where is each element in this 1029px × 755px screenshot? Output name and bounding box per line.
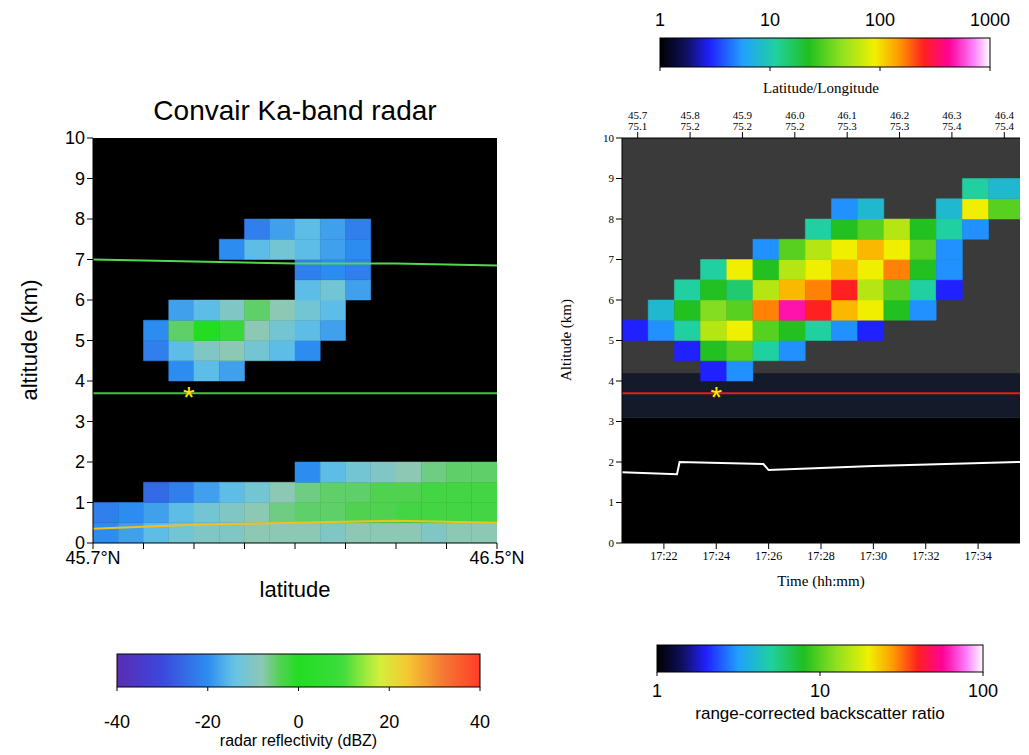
svg-text:45.975.2: 45.975.2 bbox=[733, 109, 753, 132]
svg-text:10: 10 bbox=[65, 128, 85, 148]
svg-text:8: 8 bbox=[75, 209, 85, 229]
svg-text:7: 7 bbox=[75, 250, 85, 270]
svg-text:4: 4 bbox=[75, 371, 85, 391]
svg-text:radar reflectivity (dBZ): radar reflectivity (dBZ) bbox=[220, 732, 377, 749]
html-text:Altitude (km): Altitude (km) bbox=[557, 299, 574, 381]
svg-text:3: 3 bbox=[75, 412, 85, 432]
svg-text:40: 40 bbox=[470, 712, 490, 732]
svg-text:9: 9 bbox=[75, 169, 85, 189]
svg-text:6: 6 bbox=[609, 294, 615, 306]
svg-text:5: 5 bbox=[609, 334, 615, 346]
svg-text:3: 3 bbox=[609, 415, 615, 427]
svg-text:4: 4 bbox=[609, 375, 615, 387]
svg-text:7: 7 bbox=[609, 253, 615, 265]
svg-text:100: 100 bbox=[865, 10, 895, 30]
svg-text:1: 1 bbox=[75, 493, 85, 513]
svg-text:45.7°N: 45.7°N bbox=[65, 548, 120, 568]
svg-text:*: * bbox=[710, 380, 722, 413]
svg-text:2: 2 bbox=[75, 452, 85, 472]
svg-text:45.875.2: 45.875.2 bbox=[680, 109, 700, 132]
svg-text:46.5°N: 46.5°N bbox=[469, 548, 524, 568]
svg-text:45.775.1: 45.775.1 bbox=[628, 109, 648, 132]
svg-text:-20: -20 bbox=[195, 712, 221, 732]
svg-text:*: * bbox=[183, 380, 195, 413]
svg-text:17:32: 17:32 bbox=[912, 549, 939, 563]
svg-text:6: 6 bbox=[75, 290, 85, 310]
svg-text:46.075.2: 46.075.2 bbox=[785, 109, 805, 132]
svg-text:-40: -40 bbox=[104, 712, 130, 732]
html-text:Time (hh:mm): Time (hh:mm) bbox=[777, 573, 865, 589]
html-text:Latitude/Longitude: Latitude/Longitude bbox=[763, 80, 879, 96]
html-text:latitude: latitude bbox=[259, 577, 331, 602]
svg-text:5: 5 bbox=[75, 331, 85, 351]
svg-text:10: 10 bbox=[810, 681, 830, 701]
svg-text:1: 1 bbox=[609, 496, 615, 508]
svg-text:46.375.4: 46.375.4 bbox=[942, 109, 962, 132]
svg-text:17:24: 17:24 bbox=[703, 549, 730, 563]
svg-text:9: 9 bbox=[609, 172, 615, 184]
svg-text:10: 10 bbox=[760, 10, 780, 30]
svg-text:8: 8 bbox=[609, 213, 615, 225]
svg-text:46.475.4: 46.475.4 bbox=[995, 109, 1015, 132]
svg-text:0: 0 bbox=[609, 537, 615, 549]
html-text:Convair Ka-band radar: Convair Ka-band radar bbox=[153, 95, 437, 126]
svg-text:1: 1 bbox=[655, 10, 665, 30]
svg-text:1: 1 bbox=[652, 681, 662, 701]
svg-text:0: 0 bbox=[75, 533, 85, 553]
svg-text:46.275.3: 46.275.3 bbox=[890, 109, 910, 132]
svg-text:0: 0 bbox=[293, 712, 303, 732]
svg-text:range-corrected backscatter ra: range-corrected backscatter ratio bbox=[695, 704, 944, 723]
svg-text:100: 100 bbox=[968, 681, 998, 701]
svg-text:17:28: 17:28 bbox=[807, 549, 834, 563]
svg-text:1000: 1000 bbox=[970, 10, 1010, 30]
svg-text:10: 10 bbox=[603, 132, 615, 144]
svg-text:17:34: 17:34 bbox=[964, 549, 991, 563]
svg-text:17:30: 17:30 bbox=[860, 549, 887, 563]
html-text:altitude (km): altitude (km) bbox=[17, 279, 42, 401]
svg-text:17:22: 17:22 bbox=[650, 549, 677, 563]
svg-text:20: 20 bbox=[379, 712, 399, 732]
svg-text:46.175.3: 46.175.3 bbox=[838, 109, 858, 132]
svg-text:2: 2 bbox=[609, 456, 615, 468]
svg-text:17:26: 17:26 bbox=[755, 549, 782, 563]
